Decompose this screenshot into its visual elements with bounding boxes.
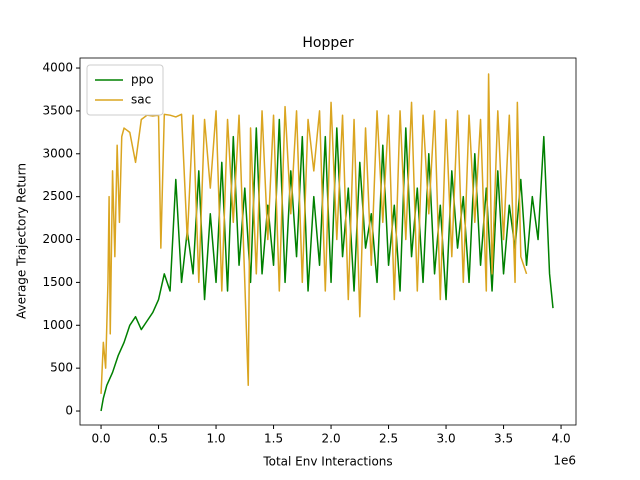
x-tick-label: 2.5	[379, 432, 398, 446]
legend-label: sac	[131, 93, 151, 107]
x-tick-label: 3.0	[437, 432, 456, 446]
y-tick-label: 500	[50, 361, 73, 375]
x-tick-label: 2.0	[322, 432, 341, 446]
y-tick-label: 1000	[42, 318, 73, 332]
legend-label: ppo	[131, 73, 154, 87]
y-axis-label: Average Trajectory Return	[15, 163, 29, 319]
y-tick-label: 3000	[42, 146, 73, 160]
x-tick-label: 4.0	[552, 432, 571, 446]
plot-area	[100, 73, 554, 412]
x-axis-label: Total Env Interactions	[262, 455, 392, 469]
y-tick-label: 4000	[42, 61, 73, 75]
x-tick-label: 1.0	[206, 432, 225, 446]
x-tick-label: 0.5	[149, 432, 168, 446]
legend: ppo sac	[86, 64, 164, 116]
y-tick-label: 2500	[42, 189, 73, 203]
x-offset-label: 1e6	[553, 454, 576, 468]
x-tick-label: 3.5	[494, 432, 513, 446]
x-tick-label: 1.5	[264, 432, 283, 446]
x-tick-label: 0.0	[91, 432, 110, 446]
y-tick-label: 3500	[42, 103, 73, 117]
legend-box	[86, 64, 164, 116]
chart-title: Hopper	[302, 35, 353, 51]
axes-frame	[79, 57, 577, 426]
y-tick-label: 2000	[42, 232, 73, 246]
y-tick-label: 1500	[42, 275, 73, 289]
y-tick-label: 0	[65, 404, 73, 418]
series-line	[100, 73, 528, 394]
series-line	[100, 118, 554, 412]
